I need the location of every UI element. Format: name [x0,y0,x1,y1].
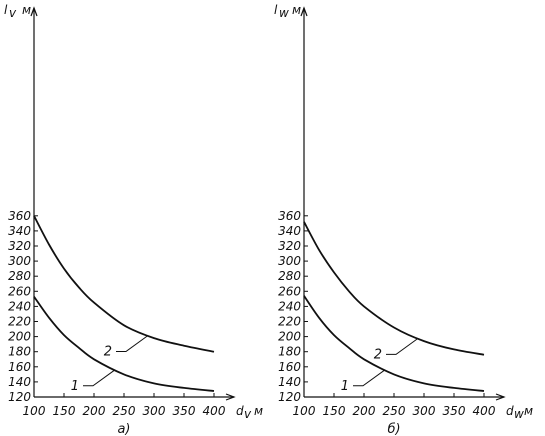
x-tick-label: 250 [113,404,136,418]
x-tick-label: 350 [173,404,196,418]
y-axis-label: l [274,3,278,17]
x-tick-label: 400 [203,404,226,418]
x-tick-label: 100 [23,404,46,418]
y-tick-label: 260 [278,284,301,298]
x-tick-label: 250 [383,404,406,418]
x-axis-arrow [225,393,236,401]
y-tick-label: 140 [278,375,301,389]
y-tick-label: 120 [8,390,31,404]
y-tick-label: 280 [278,269,301,283]
x-tick-label: 350 [443,404,466,418]
x-tick-label: 300 [143,404,166,418]
x-tick-label: 200 [83,404,106,418]
y-tick-label: 340 [8,224,31,238]
curve-label-2: 2 [104,345,112,360]
y-tick-label: 240 [8,299,31,313]
y-axis-arrow [300,6,308,17]
y-axis-unit: м [292,3,301,17]
curve-leader-line [353,369,386,387]
x-tick-label: 150 [323,404,346,418]
y-tick-label: 160 [278,360,301,374]
y-tick-label: 320 [278,239,301,253]
curve-label-2: 2 [374,347,382,362]
curve-series-2 [303,221,485,356]
y-tick-label: 300 [278,254,301,268]
x-tick-label: 400 [473,404,496,418]
curve-leader-line [83,369,116,387]
y-axis-unit: м [22,3,31,17]
y-tick-label: 160 [8,360,31,374]
x-tick-label: 200 [353,404,376,418]
panel-label: a) [117,422,130,436]
y-tick-label: 360 [8,209,31,223]
y-tick-label: 320 [8,239,31,253]
x-tick-label: 150 [53,404,76,418]
y-tick-label: 240 [278,299,301,313]
panel-label: б) [387,422,400,436]
chart-panel-b: 1201401601802002202402602803003203403601… [274,3,533,436]
x-axis-unit: м [524,404,533,418]
chart-panel-a: 1201401601802002202402602803003203403601… [4,3,263,436]
y-tick-label: 220 [278,315,301,329]
x-axis-label-subscript: v [244,407,252,421]
x-axis-unit: м [254,404,263,418]
x-tick-label: 300 [413,404,436,418]
y-tick-label: 200 [8,330,31,344]
curve-series-1 [303,295,485,392]
curve-leader-line [386,337,419,355]
y-tick-label: 360 [278,209,301,223]
y-tick-label: 180 [278,345,301,359]
y-tick-label: 280 [8,269,31,283]
y-tick-label: 200 [278,330,301,344]
y-axis-label-subscript: v [9,6,17,20]
x-axis-label-subscript: w [514,407,524,421]
y-tick-label: 180 [8,345,31,359]
y-axis-label-subscript: w [279,6,289,20]
y-tick-label: 140 [8,375,31,389]
x-axis-label: d [506,404,514,418]
y-tick-label: 120 [278,390,301,404]
x-axis-label: d [236,404,244,418]
curve-series-1 [33,296,215,392]
y-axis-arrow [30,6,38,17]
x-axis-arrow [495,393,506,401]
curve-series-2 [33,215,215,353]
y-tick-label: 300 [8,254,31,268]
y-tick-label: 220 [8,315,31,329]
curve-leader-line [116,335,149,352]
y-tick-label: 260 [8,284,31,298]
x-tick-label: 100 [293,404,316,418]
y-axis-label: l [4,3,8,17]
curve-label-1: 1 [71,379,79,394]
curve-label-1: 1 [341,379,349,394]
y-tick-label: 340 [278,224,301,238]
